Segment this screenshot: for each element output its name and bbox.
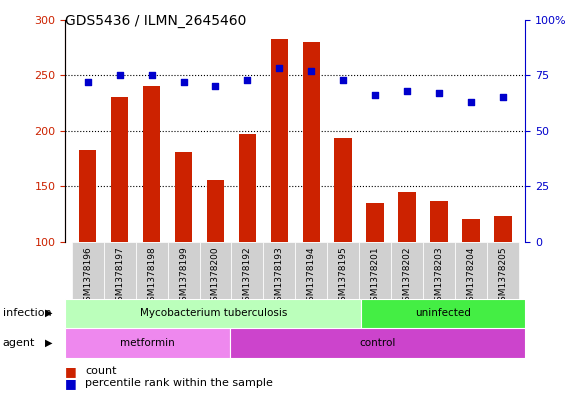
Bar bbox=[72, 242, 104, 299]
Bar bbox=[143, 86, 160, 242]
Text: ▶: ▶ bbox=[44, 308, 52, 318]
Text: GSM1378200: GSM1378200 bbox=[211, 246, 220, 307]
Text: GSM1378205: GSM1378205 bbox=[499, 246, 508, 307]
Point bbox=[179, 79, 188, 85]
Bar bbox=[398, 192, 416, 242]
Text: GSM1378193: GSM1378193 bbox=[275, 246, 284, 307]
Text: count: count bbox=[85, 366, 116, 376]
Text: GSM1378201: GSM1378201 bbox=[371, 246, 380, 307]
Point bbox=[243, 77, 252, 83]
Text: percentile rank within the sample: percentile rank within the sample bbox=[85, 378, 273, 388]
Text: GSM1378196: GSM1378196 bbox=[83, 246, 92, 307]
Point bbox=[147, 72, 156, 78]
Point bbox=[275, 65, 284, 72]
Point bbox=[403, 88, 412, 94]
Bar bbox=[462, 219, 480, 242]
Bar bbox=[494, 216, 512, 242]
Text: ▶: ▶ bbox=[44, 338, 52, 348]
Bar bbox=[65, 328, 229, 358]
Point bbox=[499, 94, 508, 101]
Bar bbox=[168, 242, 199, 299]
Text: GSM1378198: GSM1378198 bbox=[147, 246, 156, 307]
Text: GSM1378202: GSM1378202 bbox=[403, 246, 412, 307]
Bar bbox=[239, 134, 256, 242]
Point bbox=[371, 92, 380, 98]
Text: ■: ■ bbox=[65, 365, 77, 378]
Text: GSM1378203: GSM1378203 bbox=[435, 246, 444, 307]
Bar bbox=[423, 242, 455, 299]
Text: control: control bbox=[360, 338, 396, 348]
Bar bbox=[391, 242, 423, 299]
Bar bbox=[431, 200, 448, 242]
Bar bbox=[136, 242, 168, 299]
Text: agent: agent bbox=[3, 338, 35, 348]
Point bbox=[115, 72, 124, 78]
Text: GDS5436 / ILMN_2645460: GDS5436 / ILMN_2645460 bbox=[65, 14, 247, 28]
Point bbox=[83, 79, 92, 85]
Text: metformin: metformin bbox=[120, 338, 175, 348]
Text: GSM1378199: GSM1378199 bbox=[179, 246, 188, 307]
Text: GSM1378204: GSM1378204 bbox=[466, 246, 475, 307]
Text: GSM1378194: GSM1378194 bbox=[307, 246, 316, 307]
Bar bbox=[264, 242, 295, 299]
Bar bbox=[79, 150, 97, 242]
Bar bbox=[455, 242, 487, 299]
Bar bbox=[295, 242, 327, 299]
Text: GSM1378195: GSM1378195 bbox=[339, 246, 348, 307]
Text: ■: ■ bbox=[65, 376, 77, 390]
Text: Mycobacterium tuberculosis: Mycobacterium tuberculosis bbox=[140, 309, 287, 318]
Point bbox=[307, 68, 316, 74]
Bar bbox=[359, 242, 391, 299]
Point bbox=[339, 77, 348, 83]
Bar bbox=[335, 138, 352, 242]
Bar bbox=[327, 242, 359, 299]
Text: GSM1378192: GSM1378192 bbox=[243, 246, 252, 307]
Bar bbox=[199, 242, 232, 299]
Bar bbox=[65, 299, 361, 328]
Bar bbox=[232, 242, 264, 299]
Point bbox=[211, 83, 220, 90]
Bar bbox=[207, 180, 224, 242]
Text: infection: infection bbox=[3, 308, 52, 318]
Text: GSM1378197: GSM1378197 bbox=[115, 246, 124, 307]
Bar bbox=[175, 152, 193, 242]
Point bbox=[466, 99, 475, 105]
Bar bbox=[366, 203, 384, 242]
Bar bbox=[270, 39, 288, 242]
Bar bbox=[103, 242, 136, 299]
Bar bbox=[303, 42, 320, 242]
Text: uninfected: uninfected bbox=[415, 309, 471, 318]
Bar bbox=[229, 328, 525, 358]
Point bbox=[435, 90, 444, 96]
Bar bbox=[111, 97, 128, 242]
Bar bbox=[361, 299, 525, 328]
Bar bbox=[487, 242, 519, 299]
